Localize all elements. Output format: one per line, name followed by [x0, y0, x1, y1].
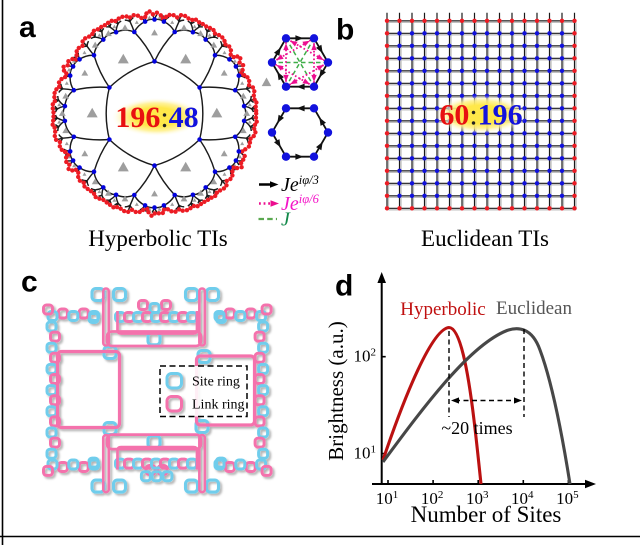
- svg-text:~20 times: ~20 times: [441, 418, 512, 438]
- svg-text:Brightness (a.u.): Brightness (a.u.): [324, 321, 348, 460]
- svg-text:b: b: [336, 14, 354, 47]
- svg-text:101: 101: [376, 489, 399, 508]
- svg-text:Euclidean TIs: Euclidean TIs: [421, 226, 549, 251]
- svg-text:J: J: [281, 209, 291, 231]
- svg-text:c: c: [21, 266, 38, 299]
- svg-text:d: d: [335, 270, 353, 303]
- svg-text:60:196: 60:196: [439, 98, 522, 131]
- svg-text:Hyperbolic TIs: Hyperbolic TIs: [88, 226, 228, 251]
- svg-text:102: 102: [421, 489, 444, 508]
- svg-text:Number of Sites: Number of Sites: [411, 502, 562, 527]
- svg-text:a: a: [19, 11, 36, 44]
- svg-text:Hyperbolic: Hyperbolic: [400, 299, 485, 320]
- svg-text:196:48: 196:48: [115, 101, 198, 134]
- svg-text:Link ring: Link ring: [192, 398, 245, 413]
- svg-text:102: 102: [354, 347, 377, 366]
- svg-text:Site ring: Site ring: [192, 375, 240, 390]
- svg-text:101: 101: [354, 444, 377, 463]
- svg-text:Euclidean: Euclidean: [496, 298, 572, 319]
